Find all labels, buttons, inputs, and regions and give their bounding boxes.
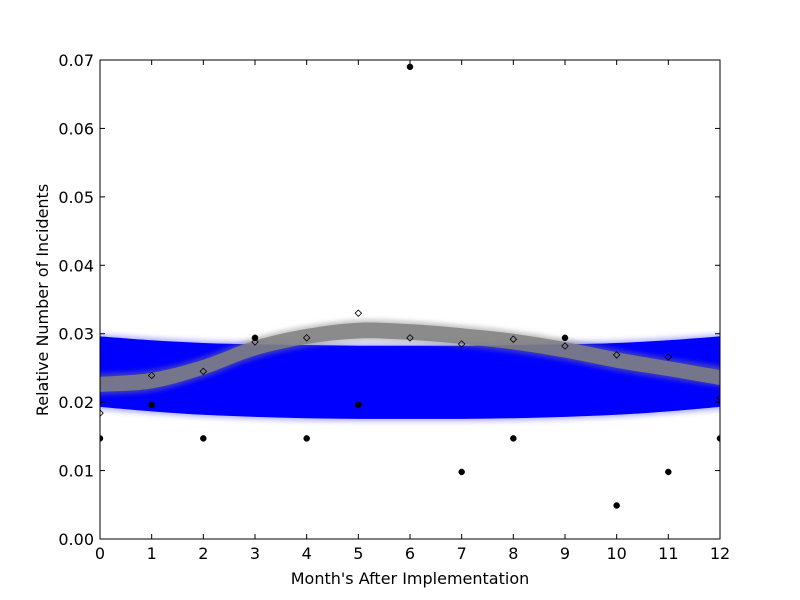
- data-point: [251, 334, 259, 342]
- x-tick-label: 9: [560, 544, 570, 563]
- data-point: [148, 401, 155, 409]
- y-tick-label: 0.03: [58, 325, 94, 344]
- data-point: [510, 435, 517, 442]
- data-point-diamond: [354, 309, 363, 317]
- data-point: [303, 435, 310, 442]
- data-point: [458, 468, 465, 476]
- x-tick-label: 2: [198, 544, 208, 563]
- data-point-diamond: [251, 338, 259, 346]
- plot-area: [100, 60, 720, 539]
- y-tick-label: 0.05: [58, 188, 94, 207]
- scatter-series: [100, 309, 720, 417]
- x-tick-label: 3: [250, 544, 260, 563]
- data-point: [100, 435, 104, 442]
- x-tick-label: 5: [353, 544, 363, 563]
- x-tick-label: 6: [405, 544, 415, 563]
- data-point: [665, 468, 672, 476]
- y-tick-label: 0.00: [58, 530, 94, 549]
- data-point: [716, 435, 720, 442]
- axis-ticks: [99, 59, 721, 540]
- data-point: [355, 401, 362, 409]
- x-tick-label: 10: [606, 544, 626, 563]
- data-point-diamond: [100, 409, 104, 417]
- x-tick-label: 12: [710, 544, 730, 563]
- data-point-diamond: [561, 342, 569, 350]
- confidence-band-core: [100, 322, 720, 392]
- scatter-series: [100, 63, 720, 509]
- x-axis-label: Month's After Implementation: [291, 569, 530, 588]
- data-point-diamond: [199, 367, 208, 376]
- y-axis-label: Relative Number of Incidents: [33, 184, 52, 416]
- y-tick-label: 0.01: [58, 462, 94, 481]
- data-point: [613, 502, 620, 509]
- y-tick-labels: 0.00 0.01 0.02 0.03 0.04 0.05 0.06 0.07: [58, 51, 94, 549]
- x-tick-label: 4: [302, 544, 312, 563]
- data-point-diamond: [716, 394, 720, 402]
- x-tick-label: 11: [658, 544, 678, 563]
- y-tick-label: 0.06: [58, 119, 94, 138]
- data-point-diamond: [406, 334, 414, 342]
- data-point-diamond: [457, 340, 466, 348]
- data-point-diamond: [612, 351, 621, 359]
- y-tick-label: 0.02: [58, 393, 94, 412]
- x-tick-labels: 0 1 2 3 4 5 6 7 8 9 10 11 12: [95, 544, 730, 563]
- y-tick-label: 0.04: [58, 256, 94, 275]
- data-point-diamond: [302, 334, 311, 342]
- x-tick-label: 1: [147, 544, 157, 563]
- data-point-diamond: [509, 335, 518, 343]
- data-point-diamond: [147, 371, 156, 380]
- data-point: [200, 435, 207, 442]
- y-tick-label: 0.07: [58, 51, 94, 70]
- data-point-diamond: [664, 353, 673, 361]
- data-point: [561, 334, 569, 342]
- x-tick-label: 7: [457, 544, 467, 563]
- data-points: [100, 63, 720, 509]
- x-tick-label: 0: [95, 544, 105, 563]
- x-tick-label: 8: [508, 544, 518, 563]
